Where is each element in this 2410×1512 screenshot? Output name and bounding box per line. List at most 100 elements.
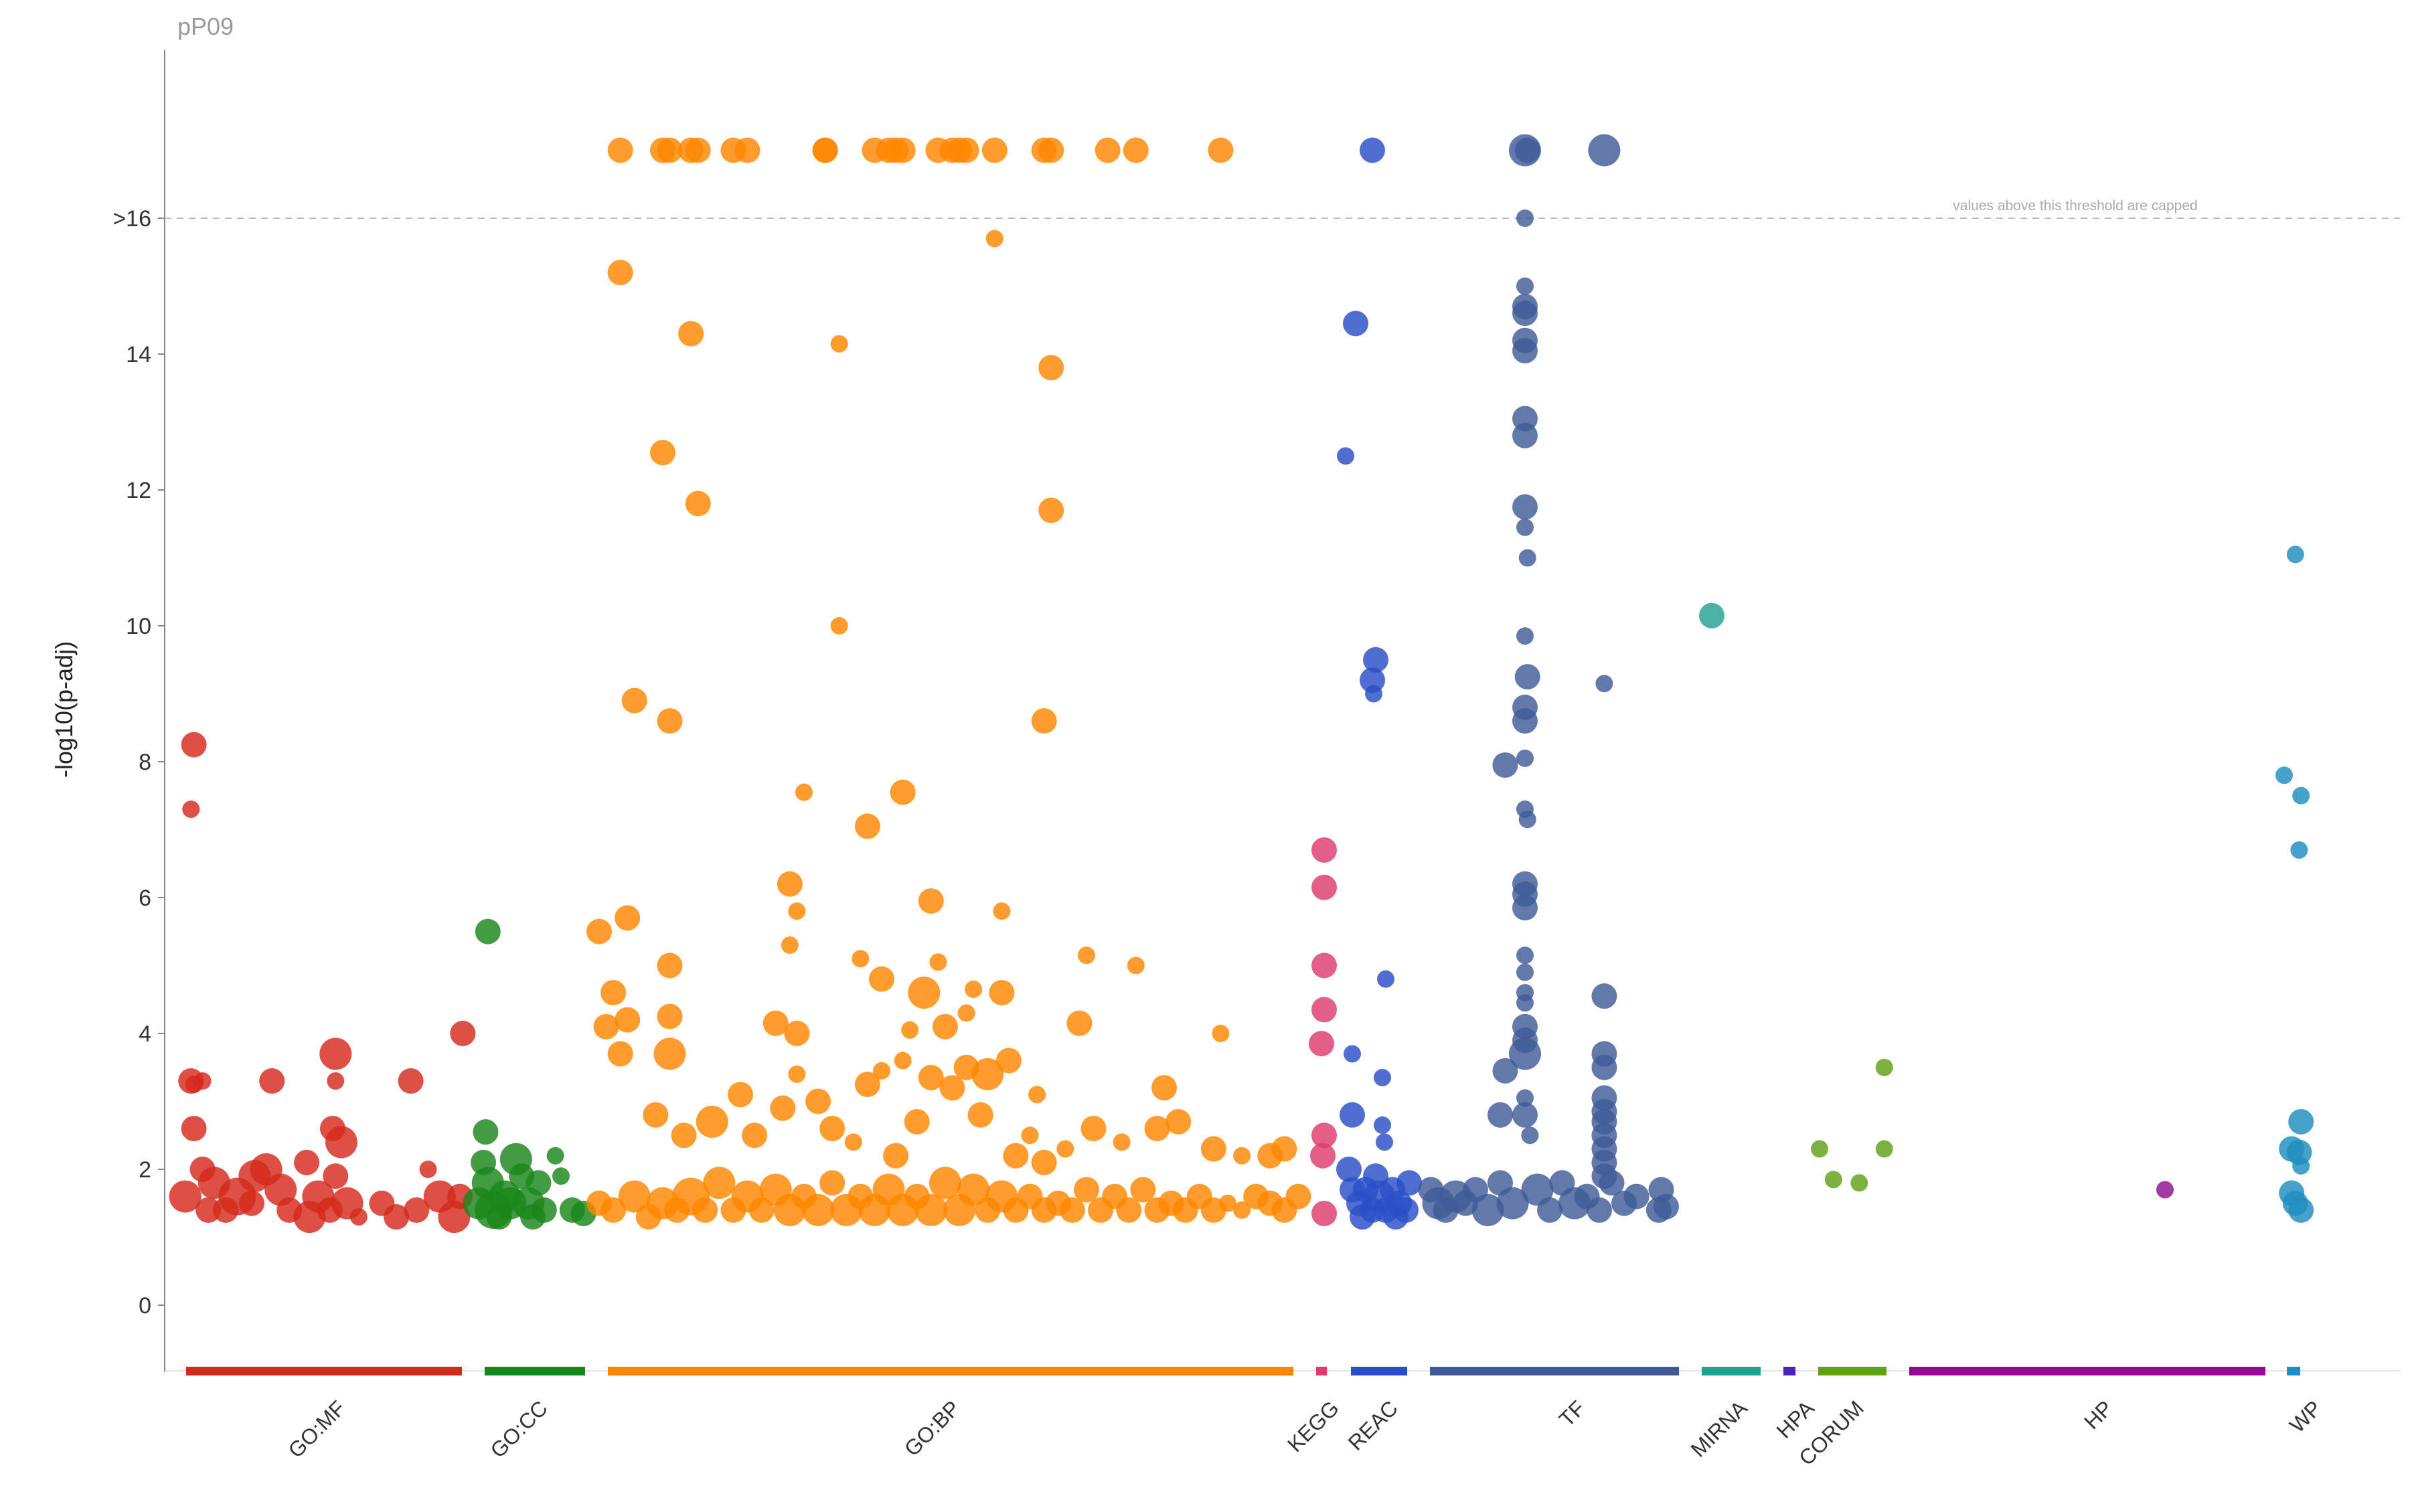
point-go-bp[interactable] xyxy=(819,1116,846,1142)
point-go-mf[interactable] xyxy=(349,1208,368,1226)
point-reac[interactable] xyxy=(1383,1204,1409,1230)
point-kegg[interactable] xyxy=(1309,1031,1334,1057)
point-go-mf[interactable] xyxy=(259,1068,285,1094)
point-go-bp[interactable] xyxy=(600,1197,627,1223)
point-tf[interactable] xyxy=(1595,675,1613,693)
point-go-bp[interactable] xyxy=(657,1003,683,1029)
point-go-mf[interactable] xyxy=(239,1190,264,1216)
point-kegg[interactable] xyxy=(1311,874,1337,900)
point-go-bp[interactable] xyxy=(1028,1086,1046,1104)
point-go-mf[interactable] xyxy=(327,1072,345,1090)
point-go-cc[interactable] xyxy=(475,918,501,944)
point-go-bp[interactable] xyxy=(1031,1149,1057,1175)
point-tf[interactable] xyxy=(1537,1197,1562,1223)
point-go-bp[interactable] xyxy=(957,1173,990,1206)
point-go-bp[interactable] xyxy=(1003,1143,1029,1169)
point-go-bp[interactable] xyxy=(1038,137,1064,163)
point-go-bp[interactable] xyxy=(989,980,1015,1006)
point-reac[interactable] xyxy=(1396,1170,1422,1196)
point-go-cc[interactable] xyxy=(494,1187,527,1220)
point-reac[interactable] xyxy=(1376,1133,1393,1151)
point-go-bp[interactable] xyxy=(901,1021,919,1039)
point-reac[interactable] xyxy=(1360,137,1385,163)
point-go-bp[interactable] xyxy=(788,1065,806,1083)
point-kegg[interactable] xyxy=(1311,1122,1337,1149)
point-tf[interactable] xyxy=(1471,1193,1504,1226)
point-go-mf[interactable] xyxy=(404,1197,430,1223)
point-go-bp[interactable] xyxy=(830,335,848,353)
point-go-bp[interactable] xyxy=(1233,1147,1251,1165)
point-go-bp[interactable] xyxy=(653,1037,686,1070)
point-reac[interactable] xyxy=(1336,1157,1362,1182)
point-go-bp[interactable] xyxy=(1095,137,1121,163)
point-tf[interactable] xyxy=(1516,209,1534,227)
point-go-bp[interactable] xyxy=(685,491,711,517)
point-go-mf[interactable] xyxy=(293,1201,326,1234)
point-go-bp[interactable] xyxy=(802,1193,835,1226)
point-hp[interactable] xyxy=(2156,1181,2174,1199)
point-go-bp[interactable] xyxy=(615,1007,641,1033)
point-reac[interactable] xyxy=(1344,1045,1361,1063)
point-kegg[interactable] xyxy=(1311,997,1337,1023)
point-go-bp[interactable] xyxy=(692,1197,718,1223)
point-reac[interactable] xyxy=(1337,447,1354,465)
point-go-bp[interactable] xyxy=(908,977,941,1009)
point-kegg[interactable] xyxy=(1311,1200,1337,1226)
point-go-mf[interactable] xyxy=(181,732,207,758)
point-go-bp[interactable] xyxy=(1059,1197,1085,1223)
point-tf[interactable] xyxy=(1653,1193,1679,1220)
point-tf[interactable] xyxy=(1496,1187,1529,1220)
point-go-bp[interactable] xyxy=(1066,1010,1093,1036)
point-go-bp[interactable] xyxy=(929,1167,961,1199)
point-wp[interactable] xyxy=(2292,786,2310,805)
point-go-bp[interactable] xyxy=(1233,1201,1251,1219)
point-go-bp[interactable] xyxy=(678,321,704,347)
point-corum[interactable] xyxy=(1811,1140,1828,1158)
point-go-bp[interactable] xyxy=(1080,1116,1107,1142)
point-tf[interactable] xyxy=(1512,708,1538,734)
point-go-mf[interactable] xyxy=(193,1072,212,1090)
point-reac[interactable] xyxy=(1365,685,1382,703)
point-go-bp[interactable] xyxy=(939,1075,965,1101)
point-go-bp[interactable] xyxy=(1038,355,1064,381)
point-go-bp[interactable] xyxy=(971,1058,1004,1090)
point-go-bp[interactable] xyxy=(657,708,683,734)
point-go-cc[interactable] xyxy=(473,1119,499,1145)
point-tf[interactable] xyxy=(1512,1102,1538,1128)
point-reac[interactable] xyxy=(1363,1163,1388,1189)
point-go-bp[interactable] xyxy=(883,1143,909,1169)
point-go-bp[interactable] xyxy=(781,936,799,954)
point-go-bp[interactable] xyxy=(890,779,916,805)
point-go-mf[interactable] xyxy=(384,1204,409,1230)
point-tf[interactable] xyxy=(1514,137,1540,163)
point-go-bp[interactable] xyxy=(671,1122,697,1149)
point-go-bp[interactable] xyxy=(1208,137,1234,163)
point-go-bp[interactable] xyxy=(1166,1108,1192,1135)
point-reac[interactable] xyxy=(1374,1116,1391,1135)
point-go-bp[interactable] xyxy=(805,1088,831,1114)
point-go-bp[interactable] xyxy=(1116,1197,1142,1223)
point-mirna[interactable] xyxy=(1699,602,1724,628)
point-go-bp[interactable] xyxy=(844,1133,862,1151)
point-go-bp[interactable] xyxy=(995,1047,1022,1074)
point-go-bp[interactable] xyxy=(593,1013,619,1039)
point-go-bp[interactable] xyxy=(618,1180,651,1213)
point-go-bp[interactable] xyxy=(894,1052,912,1070)
point-wp[interactable] xyxy=(2288,1108,2314,1135)
point-go-bp[interactable] xyxy=(1285,1183,1311,1209)
point-wp[interactable] xyxy=(2288,1197,2314,1223)
point-go-bp[interactable] xyxy=(852,950,870,968)
point-tf[interactable] xyxy=(1509,1037,1541,1070)
point-go-bp[interactable] xyxy=(1073,1177,1099,1203)
point-wp[interactable] xyxy=(2286,545,2304,564)
point-reac[interactable] xyxy=(1340,1102,1365,1128)
point-go-bp[interactable] xyxy=(932,1013,958,1039)
point-go-mf[interactable] xyxy=(398,1068,424,1094)
point-go-bp[interactable] xyxy=(967,1102,993,1128)
point-go-bp[interactable] xyxy=(784,1021,810,1046)
point-tf[interactable] xyxy=(1492,1058,1518,1084)
point-go-bp[interactable] xyxy=(873,1062,890,1080)
point-tf[interactable] xyxy=(1521,1173,1554,1206)
point-go-mf[interactable] xyxy=(195,1197,222,1223)
point-go-bp[interactable] xyxy=(657,137,683,163)
